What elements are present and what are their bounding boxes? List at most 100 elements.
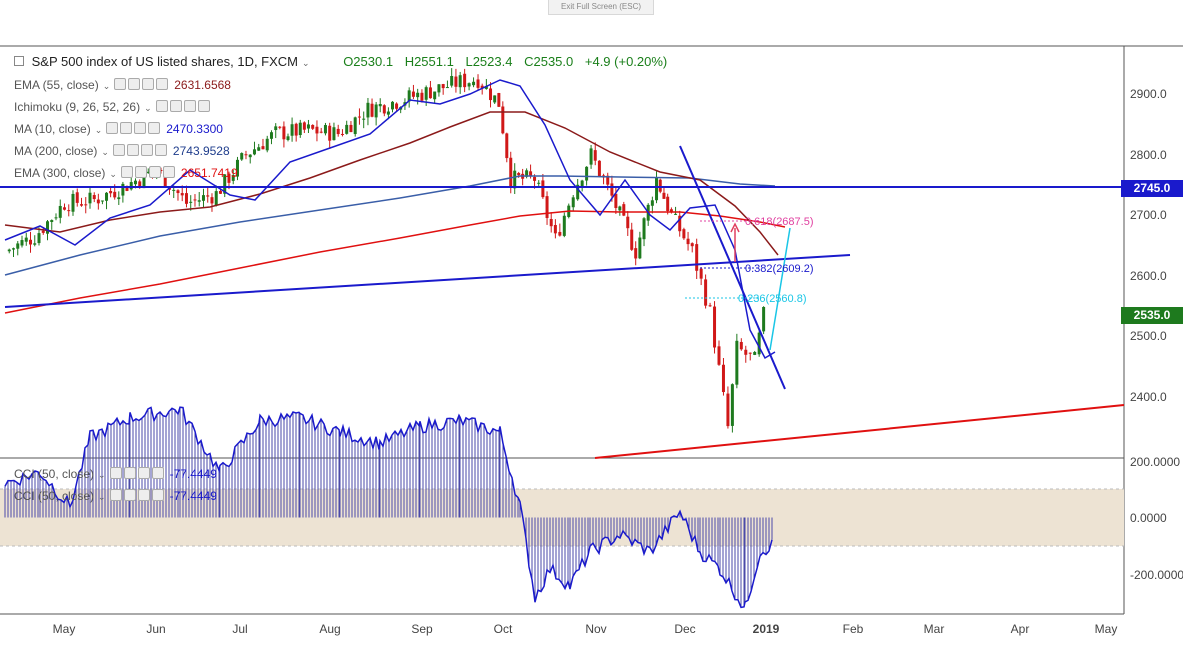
candle-body xyxy=(214,191,218,206)
symbol-title: S&P 500 index of US listed shares, 1D, F… xyxy=(14,54,675,69)
eye-icon[interactable] xyxy=(106,122,119,134)
price-tick-label: 2400.0 xyxy=(1130,390,1167,404)
settings-icon[interactable] xyxy=(123,467,136,479)
candle-body xyxy=(739,341,743,350)
close-icon[interactable] xyxy=(154,144,167,156)
add-icon[interactable] xyxy=(134,122,147,134)
indicator-legend[interactable]: EMA (300, close) ⌄ 2651.7419 xyxy=(14,166,238,180)
candle-body xyxy=(726,393,730,427)
candle-body xyxy=(121,183,125,196)
candle-body xyxy=(662,192,666,199)
candle-body xyxy=(218,190,222,194)
cci-legend[interactable]: CCI (50, close) ⌄ -77.4449 xyxy=(14,489,217,503)
fib-label: 0.618(2687.5) xyxy=(745,215,814,228)
indicator-label[interactable]: EMA (300, close) xyxy=(14,166,106,180)
candle-body xyxy=(585,166,589,181)
lower-support-trendline[interactable] xyxy=(594,404,1125,459)
cci-label[interactable]: CCI (50, close) xyxy=(14,489,95,503)
add-icon[interactable] xyxy=(142,78,155,90)
candle-body xyxy=(193,199,197,201)
candle-body xyxy=(721,364,725,393)
candle-body xyxy=(138,181,142,187)
close-icon[interactable] xyxy=(151,467,164,479)
candle-body xyxy=(642,218,646,240)
symbol-name[interactable]: S&P 500 index of US listed shares, 1D, F… xyxy=(31,54,299,69)
candle-body xyxy=(75,192,79,203)
exit-fullscreen-button[interactable]: Exit Full Screen (ESC) xyxy=(548,0,654,15)
chevron-down-icon[interactable]: ⌄ xyxy=(109,169,117,179)
chevron-down-icon[interactable]: ⌄ xyxy=(98,470,106,480)
settings-icon[interactable] xyxy=(128,78,141,90)
indicator-label[interactable]: MA (10, close) xyxy=(14,122,91,136)
close-icon[interactable] xyxy=(151,489,164,501)
candle-body xyxy=(390,101,394,110)
chevron-down-icon[interactable]: ⌄ xyxy=(302,58,310,68)
candle-body xyxy=(441,84,445,89)
close-icon[interactable] xyxy=(197,100,210,112)
eye-icon[interactable] xyxy=(109,467,122,479)
chevron-down-icon[interactable]: ⌄ xyxy=(102,81,111,91)
candle-body xyxy=(265,138,269,151)
eye-icon[interactable] xyxy=(155,100,168,112)
indicator-legend[interactable]: EMA (55, close) ⌄ 2631.6568 xyxy=(14,78,231,92)
candle-body xyxy=(493,95,497,103)
candle-body xyxy=(589,148,593,165)
candle-body xyxy=(576,184,580,200)
add-icon[interactable] xyxy=(183,100,196,112)
candle-body xyxy=(298,122,302,136)
indicator-legend[interactable]: Ichimoku (9, 26, 52, 26) ⌄ xyxy=(14,100,216,114)
settings-icon[interactable] xyxy=(123,489,136,501)
fib-label: 0.382(2609.2) xyxy=(745,263,814,276)
candle-body xyxy=(708,305,712,307)
chevron-down-icon[interactable]: ⌄ xyxy=(94,125,103,135)
candle-body xyxy=(240,153,244,160)
eye-icon[interactable] xyxy=(112,144,125,156)
settings-icon[interactable] xyxy=(134,166,147,178)
eye-icon[interactable] xyxy=(120,166,133,178)
indicator-label[interactable]: EMA (55, close) xyxy=(14,78,99,92)
candle-body xyxy=(704,279,708,306)
eye-icon[interactable] xyxy=(109,489,122,501)
candle-body xyxy=(370,103,374,117)
candle-body xyxy=(278,126,282,128)
close-icon[interactable] xyxy=(156,78,169,90)
settings-icon[interactable] xyxy=(169,100,182,112)
candle-body xyxy=(614,193,618,208)
cci-legend[interactable]: CCI (50, close) ⌄ -77.4449 xyxy=(14,467,217,481)
time-tick-label: Aug xyxy=(319,622,341,636)
time-tick-label: Nov xyxy=(585,622,607,636)
rising-support-trendline[interactable] xyxy=(4,254,851,308)
indicator-legend[interactable]: MA (200, close) ⌄ 2743.9528 xyxy=(14,144,230,158)
indicator-legend[interactable]: MA (10, close) ⌄ 2470.3300 xyxy=(14,122,223,136)
candle-body xyxy=(489,88,493,101)
eye-icon[interactable] xyxy=(114,78,127,90)
collapse-icon[interactable] xyxy=(14,56,24,66)
settings-icon[interactable] xyxy=(120,122,133,134)
candle-body xyxy=(105,192,109,201)
chevron-down-icon[interactable]: ⌄ xyxy=(101,147,109,157)
indicator-label[interactable]: Ichimoku (9, 26, 52, 26) xyxy=(14,100,141,114)
candle-body xyxy=(420,92,424,101)
chevron-down-icon[interactable]: ⌄ xyxy=(98,492,106,502)
close-icon[interactable] xyxy=(148,122,161,134)
candle-body xyxy=(753,352,757,355)
indicator-label[interactable]: MA (200, close) xyxy=(14,144,98,158)
projection-arrow xyxy=(730,222,740,262)
chevron-down-icon[interactable]: ⌄ xyxy=(144,103,152,113)
candle-body xyxy=(571,197,575,208)
add-icon[interactable] xyxy=(148,166,161,178)
add-icon[interactable] xyxy=(137,467,150,479)
cci-label[interactable]: CCI (50, close) xyxy=(14,467,95,481)
add-icon[interactable] xyxy=(137,489,150,501)
candle-body xyxy=(142,170,146,189)
candle-body xyxy=(319,131,323,133)
add-icon[interactable] xyxy=(140,144,153,156)
candle-body xyxy=(467,83,471,87)
close-icon[interactable] xyxy=(162,166,175,178)
candle-body xyxy=(172,189,176,191)
low-value: L2523.4 xyxy=(465,54,513,69)
settings-icon[interactable] xyxy=(126,144,139,156)
candle-body xyxy=(545,196,549,219)
